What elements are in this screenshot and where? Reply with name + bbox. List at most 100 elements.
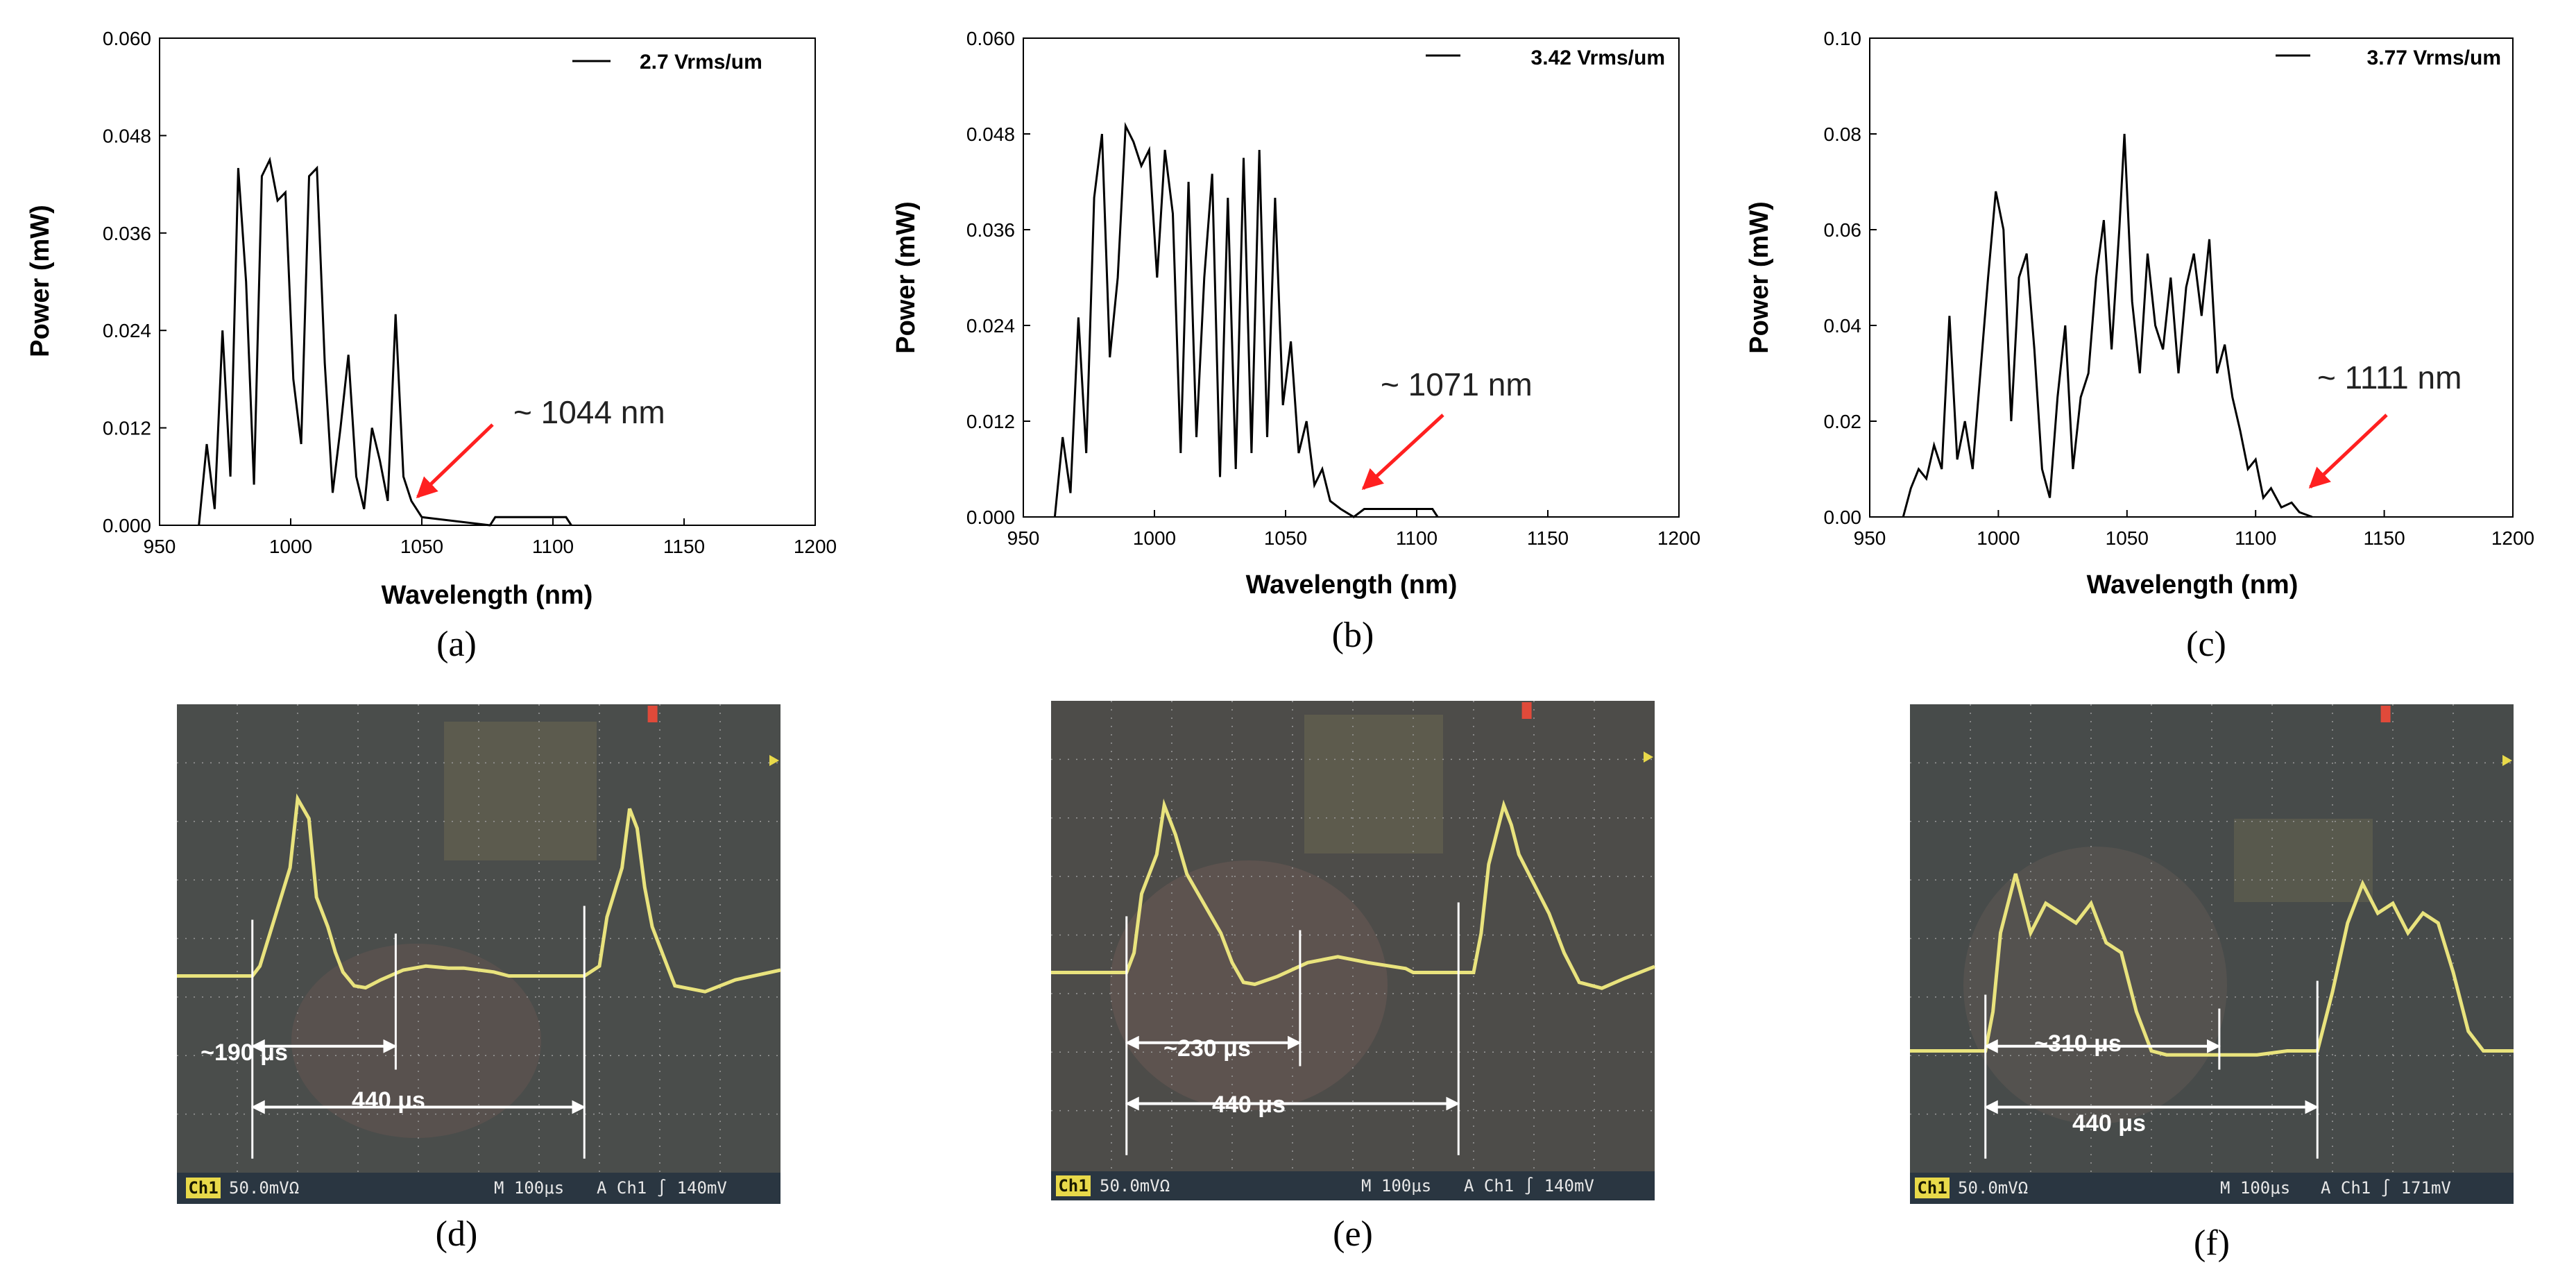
panel-label: (a) bbox=[436, 624, 477, 664]
annotation-label: ~ 1044 nm bbox=[513, 394, 665, 430]
pulse-markers bbox=[1984, 706, 2512, 1159]
y-tick-label: 0.048 bbox=[103, 125, 151, 146]
scope-status-bar bbox=[1051, 1171, 1655, 1200]
scope-trace bbox=[1910, 873, 2514, 1057]
x-tick-label: 1150 bbox=[2363, 527, 2405, 549]
y-tick-label: 0.024 bbox=[103, 320, 151, 341]
x-tick-label: 1150 bbox=[663, 536, 705, 557]
spectrum-line bbox=[1053, 121, 1439, 518]
x-axis-title: Wavelength (nm) bbox=[382, 581, 593, 610]
plot-frame bbox=[1023, 37, 1680, 518]
volt-scale: 50.0mVΩ bbox=[1100, 1176, 1170, 1196]
period-label: 440 μs bbox=[352, 1087, 425, 1114]
scope-chart-f: ~310 μs 440 μs Ch1 50.0mVΩ M 100μs A Ch1… bbox=[1910, 704, 2514, 1263]
period-label: 440 μs bbox=[1212, 1091, 1286, 1118]
y-tick-label: 0.012 bbox=[103, 418, 151, 439]
x-tick-label: 1200 bbox=[2491, 527, 2534, 549]
scope-glare bbox=[444, 722, 597, 860]
x-axis-title: Wavelength (nm) bbox=[1246, 570, 1458, 600]
spectrum-chart-a: 950 1000 1050 1100 1150 1200 0.0000.0120.0240… bbox=[26, 28, 837, 664]
trigger-info: A Ch1 ∫ 140mV bbox=[1464, 1176, 1594, 1196]
y-tick-label: 0.036 bbox=[966, 219, 1015, 241]
annotation-arrow bbox=[1361, 414, 1444, 491]
y-ticks: 0.000 0.012 0.024 0.036 0.048 0.060 bbox=[103, 28, 167, 536]
y-tick-label: 0.012 bbox=[966, 411, 1015, 432]
x-tick-label: 1150 bbox=[1527, 527, 1569, 549]
time-scale: M 100μs bbox=[494, 1178, 564, 1198]
x-ticks: 950 1000 1050 1100 1150 1200 bbox=[144, 518, 837, 557]
y-axis-title: Power (mW) bbox=[892, 201, 921, 354]
volt-scale: 50.0mVΩ bbox=[229, 1178, 299, 1198]
panel-label: (b) bbox=[1332, 615, 1374, 655]
x-ticks: 950 1000 1050 1100 1150 1200 bbox=[1007, 510, 1700, 549]
y-tick-label: 0.00 bbox=[1824, 507, 1862, 528]
spectrum-line bbox=[1902, 133, 2313, 518]
pulse-width-label: ~190 μs bbox=[201, 1039, 288, 1066]
annotation-label: ~ 1071 nm bbox=[1381, 366, 1533, 402]
level-marker-icon bbox=[2502, 755, 2512, 766]
scope-glare bbox=[1304, 715, 1443, 853]
x-tick-label: 1200 bbox=[794, 536, 837, 557]
scope-status-bar bbox=[1910, 1173, 2514, 1204]
scope-reflection bbox=[291, 944, 541, 1138]
y-tick-label: 0.02 bbox=[1824, 411, 1862, 432]
scope-grid bbox=[1051, 701, 1655, 1169]
x-tick-label: 1000 bbox=[269, 536, 312, 557]
x-axis-title: Wavelength (nm) bbox=[2087, 570, 2298, 600]
legend-label: 3.77 Vrms/um bbox=[2367, 46, 2501, 69]
plot-frame bbox=[1869, 37, 2514, 518]
y-tick-label: 0.036 bbox=[103, 223, 151, 244]
y-axis-title: Power (mW) bbox=[26, 205, 55, 357]
y-tick-label: 0.024 bbox=[966, 315, 1015, 337]
trigger-marker-icon bbox=[1521, 702, 1532, 719]
scope-reflection bbox=[1110, 860, 1388, 1110]
channel-box bbox=[1056, 1175, 1091, 1196]
period-label: 440 μs bbox=[2072, 1110, 2146, 1137]
channel-label: Ch1 bbox=[1917, 1178, 1947, 1198]
y-tick-label: 0.04 bbox=[1824, 315, 1862, 337]
x-tick-label: 1100 bbox=[532, 536, 574, 557]
x-tick-label: 1100 bbox=[1396, 527, 1438, 549]
x-tick-label: 1050 bbox=[1264, 527, 1307, 549]
level-marker-icon bbox=[1644, 751, 1653, 763]
y-tick-label: 0.06 bbox=[1824, 219, 1862, 241]
spectrum-chart-c: 950 1000 1050 1100 1150 1200 0.00 0.02 0.04 0.06… bbox=[1745, 28, 2534, 664]
y-tick-label: 0.000 bbox=[966, 507, 1015, 528]
scope-grid bbox=[177, 704, 781, 1173]
x-ticks: 950 1000 1050 1100 1150 1200 bbox=[1854, 510, 2534, 549]
x-tick-label: 1200 bbox=[1657, 527, 1700, 549]
y-tick-label: 0.048 bbox=[966, 124, 1015, 145]
spectrum-chart-b: 950 1000 1050 1100 1150 1200 0.0000.0120.0240… bbox=[892, 28, 1700, 655]
channel-box bbox=[1915, 1178, 1950, 1198]
panel-label: (e) bbox=[1333, 1214, 1373, 1254]
annotation-arrow bbox=[416, 423, 494, 499]
x-tick-label: 950 bbox=[144, 536, 176, 557]
y-tick-label: 0.000 bbox=[103, 515, 151, 536]
scope-chart-e: ~230 μs 440 μs Ch1 50.0mVΩ M 100μs A Ch1… bbox=[1051, 701, 1655, 1254]
time-scale: M 100μs bbox=[1361, 1176, 1431, 1196]
time-scale: M 100μs bbox=[2220, 1178, 2290, 1198]
pulse-markers bbox=[1125, 702, 1653, 1155]
panel-label: (f) bbox=[2194, 1223, 2230, 1263]
legend-label: 2.7 Vrms/um bbox=[640, 51, 762, 74]
level-marker-icon bbox=[769, 755, 779, 766]
x-tick-label: 950 bbox=[1854, 527, 1886, 549]
pulse-width-label: ~230 μs bbox=[1163, 1035, 1251, 1062]
y-ticks: 0.000 0.012 0.024 0.036 0.048 0.060 bbox=[966, 28, 1030, 528]
trigger-info: A Ch1 ∫ 171mV bbox=[2321, 1178, 2451, 1198]
channel-label: Ch1 bbox=[1058, 1176, 1088, 1196]
pulse-markers bbox=[250, 706, 779, 1159]
x-tick-label: 1050 bbox=[2106, 527, 2149, 549]
legend-label: 3.42 Vrms/um bbox=[1531, 46, 1665, 69]
y-ticks: 0.00 0.02 0.04 0.06 0.08 0.10 bbox=[1824, 28, 1877, 528]
trigger-marker-icon bbox=[647, 706, 658, 722]
x-tick-label: 1000 bbox=[1133, 527, 1176, 549]
y-tick-label: 0.10 bbox=[1824, 28, 1862, 49]
channel-box bbox=[186, 1178, 221, 1198]
pulse-width-label: ~310 μs bbox=[2034, 1030, 2122, 1057]
panel-label: (c) bbox=[2186, 624, 2226, 664]
plot-frame bbox=[159, 37, 816, 526]
y-tick-label: 0.08 bbox=[1824, 124, 1862, 145]
panel-label: (d) bbox=[436, 1214, 478, 1254]
